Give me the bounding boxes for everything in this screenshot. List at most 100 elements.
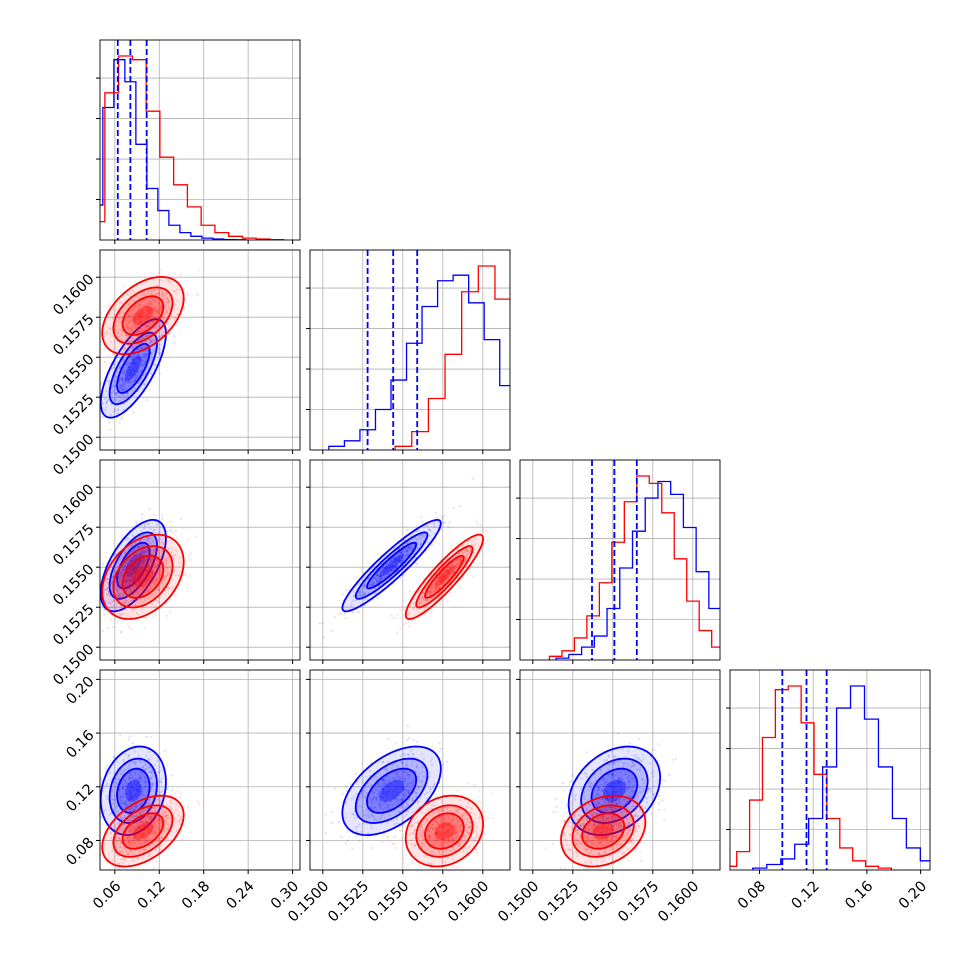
scatter-point-series-0	[389, 559, 392, 562]
scatter-point-series-0	[420, 533, 424, 537]
scatter-point-series-0	[131, 742, 134, 745]
scatter-point-series-1	[75, 877, 77, 879]
scatter-point-series-1	[403, 608, 406, 611]
density-fill-series-1	[102, 276, 184, 355]
scatter-point-series-0	[158, 351, 161, 354]
scatter-point-series-1	[136, 579, 139, 582]
scatter-point-series-1	[144, 323, 147, 326]
contour-series-1	[112, 286, 174, 345]
scatter-point-series-1	[105, 577, 108, 580]
density-2-1	[318, 477, 489, 639]
scatter-point-series-1	[485, 533, 488, 536]
scatter-point-series-1	[160, 308, 163, 311]
scatter-point-series-0	[100, 382, 103, 385]
scatter-point-series-1	[166, 546, 169, 549]
scatter-point-series-1	[128, 314, 131, 317]
scatter-point-series-1	[132, 585, 135, 589]
scatter-point-series-1	[138, 313, 141, 316]
scatter-point-series-0	[136, 371, 139, 374]
scatter-point-series-0	[118, 377, 121, 380]
scatter-point-series-1	[145, 550, 148, 553]
scatter-point-series-0	[393, 568, 396, 571]
scatter-point-series-1	[124, 346, 127, 349]
density-fill-series-0	[109, 332, 157, 405]
scatter-point-series-1	[408, 612, 411, 615]
scatter-point-series-0	[124, 802, 127, 805]
scatter-point-series-0	[145, 314, 148, 317]
scatter-point-series-1	[136, 318, 139, 321]
scatter-point-series-1	[131, 582, 134, 585]
scatter-point-series-0	[406, 724, 409, 728]
scatter-point-series-1	[173, 248, 175, 250]
scatter-point-series-0	[389, 563, 392, 566]
scatter-point-series-0	[127, 575, 130, 578]
scatter-point-series-1	[132, 299, 135, 302]
scatter-point-series-0	[126, 371, 129, 374]
scatter-point-series-1	[198, 802, 201, 805]
scatter-point-series-0	[435, 516, 438, 519]
scatter-point-series-1	[147, 308, 150, 311]
density-fill-series-0	[100, 319, 166, 418]
scatter-point-series-0	[142, 550, 145, 554]
scatter-point-series-0	[333, 787, 336, 790]
scatter-point-series-1	[161, 581, 164, 584]
scatter-point-series-0	[141, 778, 144, 781]
scatter-point-series-1	[147, 573, 150, 576]
scatter-point-series-0	[144, 784, 147, 787]
scatter-point-series-1	[156, 315, 159, 318]
scatter-point-series-0	[363, 575, 366, 578]
scatter-point-series-1	[151, 573, 154, 576]
scatter-point-series-1	[130, 573, 134, 577]
scatter-point-series-0	[399, 551, 402, 555]
scatter-point-series-0	[96, 420, 98, 422]
scatter-point-series-0	[402, 823, 405, 827]
scatter-point-series-0	[133, 361, 136, 364]
scatter-point-series-0	[128, 372, 131, 375]
scatter-point-series-1	[157, 292, 160, 295]
scatter-point-series-0	[434, 511, 437, 514]
scatter-point-series-0	[132, 579, 135, 583]
scatter-point-series-0	[166, 328, 169, 331]
scatter-point-series-1	[115, 580, 119, 583]
contour-series-1	[415, 545, 474, 609]
scatter-point-series-1	[142, 311, 145, 314]
scatter-point-series-0	[141, 566, 144, 569]
scatter-point-series-0	[353, 594, 356, 598]
scatter-point-series-0	[128, 762, 132, 766]
scatter-point-series-0	[355, 575, 358, 578]
scatter-point-series-0	[388, 564, 392, 568]
scatter-point-series-1	[112, 598, 115, 601]
scatter-point-series-0	[400, 541, 403, 544]
scatter-point-series-1	[140, 559, 143, 563]
panel-frame	[309, 249, 511, 451]
scatter-point-series-0	[135, 360, 138, 364]
scatter-point-series-1	[118, 312, 121, 315]
scatter-point-series-1	[120, 593, 123, 596]
scatter-point-series-1	[143, 583, 147, 587]
scatter-point-series-1	[121, 569, 124, 572]
scatter-point-series-1	[165, 291, 168, 294]
scatter-point-series-0	[394, 556, 397, 559]
scatter-point-series-1	[104, 332, 107, 335]
scatter-point-series-0	[121, 572, 124, 576]
scatter-point-series-0	[382, 573, 385, 576]
scatter-point-series-1	[435, 589, 438, 592]
scatter-point-series-1	[135, 553, 138, 556]
scatter-point-series-0	[123, 570, 126, 573]
scatter-point-series-0	[378, 575, 381, 578]
scatter-point-series-0	[128, 379, 131, 382]
scatter-point-series-0	[345, 589, 348, 592]
scatter-point-series-0	[378, 573, 381, 576]
scatter-point-series-0	[149, 527, 152, 530]
scatter-point-series-1	[140, 608, 143, 611]
scatter-point-series-0	[131, 336, 134, 340]
scatter-point-series-1	[472, 575, 475, 578]
scatter-point-series-0	[433, 525, 436, 528]
scatter-point-series-0	[391, 564, 394, 567]
scatter-point-series-1	[440, 576, 443, 579]
scatter-point-series-0	[140, 552, 143, 555]
scatter-point-series-1	[466, 549, 469, 553]
scatter-point-series-0	[408, 548, 411, 551]
scatter-point-series-0	[132, 359, 135, 362]
scatter-point-series-1	[434, 599, 437, 602]
